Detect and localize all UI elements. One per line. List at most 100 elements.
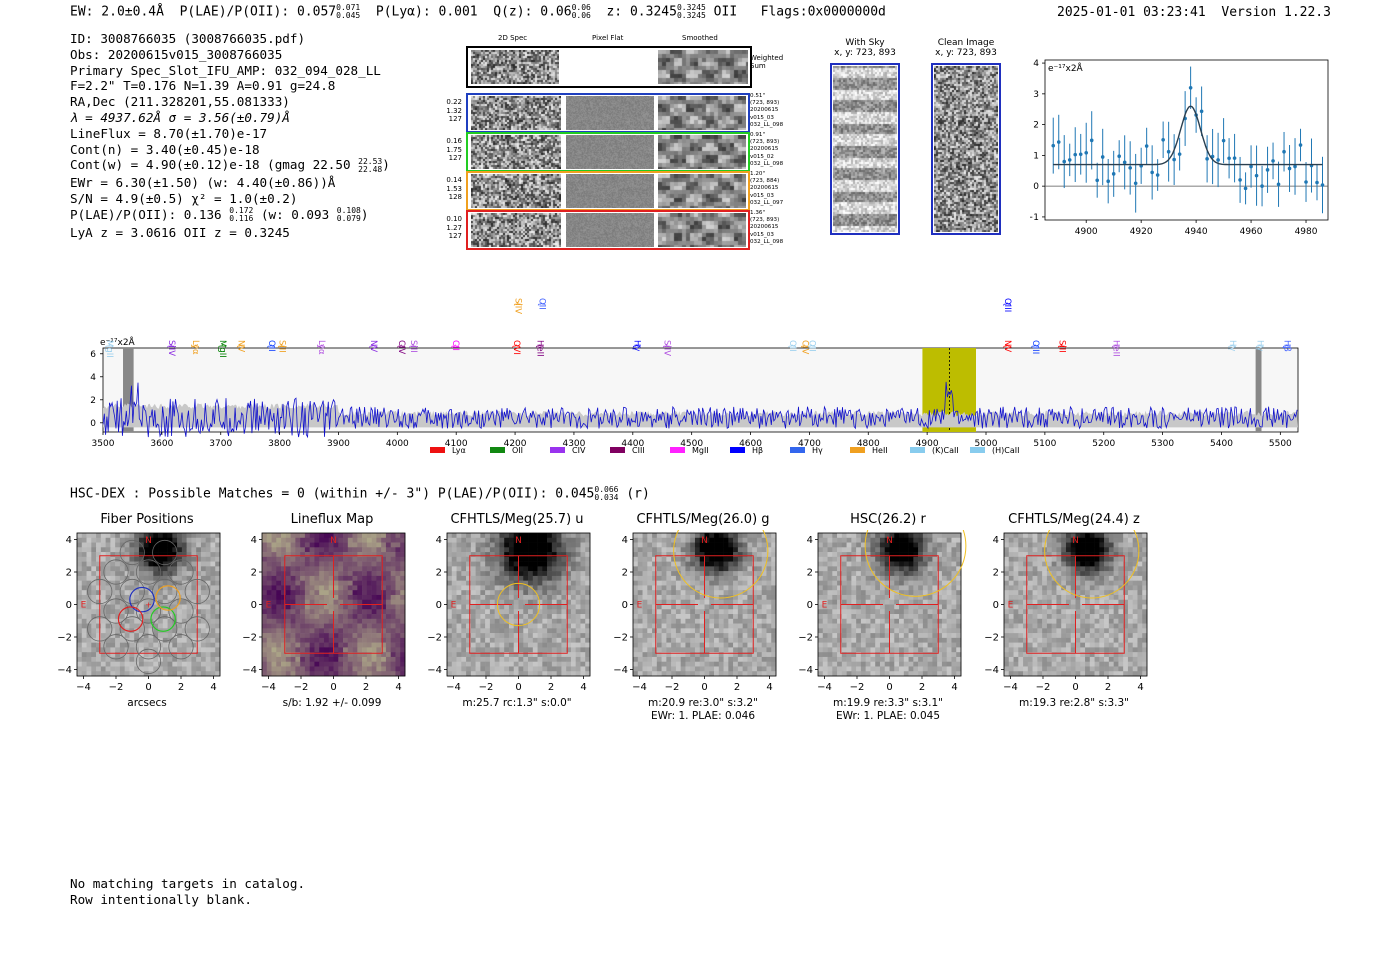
image-pixel [77, 618, 83, 624]
image-pixel [489, 580, 495, 586]
map-pixel [400, 594, 406, 601]
image-pixel [115, 533, 121, 539]
image-pixel [542, 547, 548, 553]
image-pixel [110, 633, 116, 639]
image-pixel [513, 585, 519, 591]
map-pixel [357, 594, 363, 601]
image-pixel [451, 628, 457, 634]
image-pixel [718, 609, 724, 615]
image-pixel [879, 566, 886, 572]
image-pixel [138, 666, 145, 672]
image-pixel [756, 537, 762, 543]
image-pixel [818, 666, 824, 672]
image-pixel [941, 628, 947, 634]
image-pixel [215, 614, 221, 620]
image-pixel [466, 652, 472, 658]
image-pixel [884, 609, 890, 615]
map-pixel [271, 623, 277, 629]
image-pixel [837, 656, 843, 662]
map-pixel [385, 642, 391, 648]
image-pixel [832, 552, 838, 558]
map-pixel [357, 575, 363, 581]
image-pixel [927, 594, 933, 601]
image-pixel [927, 652, 933, 658]
image-pixel [494, 637, 500, 643]
image-pixel [461, 652, 467, 658]
map-pixel [385, 561, 391, 567]
map-pixel [309, 556, 315, 562]
image-pixel [585, 575, 591, 581]
image-pixel [556, 552, 562, 558]
image-pixel [728, 604, 734, 610]
map-pixel [371, 652, 377, 658]
map-pixel [381, 556, 387, 562]
image-pixel [694, 652, 701, 658]
image-pixel [489, 552, 495, 558]
image-pixel [585, 609, 591, 615]
image-pixel [115, 552, 121, 558]
image-pixel [96, 599, 102, 605]
image-pixel [680, 594, 686, 601]
image-pixel [633, 609, 639, 615]
image-pixel [532, 547, 538, 553]
image-pixel [680, 566, 686, 572]
map-pixel [338, 571, 344, 577]
z-value: 0.3245 [629, 4, 677, 20]
image-pixel [884, 556, 890, 562]
map-pixel [400, 575, 406, 581]
image-pixel [200, 585, 206, 591]
panel-title: Fiber Positions [100, 512, 194, 527]
image-pixel [210, 666, 216, 672]
image-pixel [475, 618, 481, 624]
image-pixel [110, 599, 116, 605]
image-pixel [846, 571, 852, 577]
image-pixel [215, 571, 221, 577]
image-pixel [518, 552, 524, 558]
image-pixel [675, 671, 681, 677]
image-pixel [932, 552, 938, 558]
image-pixel [737, 585, 743, 591]
map-pixel [323, 580, 330, 586]
image-pixel [927, 623, 933, 629]
image-pixel [575, 537, 581, 543]
image-pixel [637, 575, 643, 581]
image-pixel [537, 618, 543, 624]
image-pixel [647, 661, 653, 667]
map-pixel [343, 661, 349, 667]
map-pixel [376, 656, 382, 662]
map-pixel [323, 661, 330, 667]
image-pixel [879, 628, 886, 634]
image-pixel [167, 537, 173, 543]
image-pixel [162, 571, 168, 577]
image-pixel [714, 604, 720, 610]
image-pixel [115, 637, 121, 643]
image-pixel [499, 661, 505, 667]
image-pixel [870, 661, 876, 667]
image-pixel [704, 671, 710, 677]
map-pixel [381, 666, 387, 672]
image-pixel [827, 585, 833, 591]
image-pixel [138, 652, 145, 658]
image-pixel [704, 552, 710, 558]
image-pixel [100, 647, 106, 653]
image-pixel [456, 561, 462, 567]
image-pixel [714, 542, 720, 548]
image-pixel [666, 590, 672, 596]
image-pixel [124, 575, 130, 581]
image-pixel [941, 661, 947, 667]
image-pixel [186, 628, 192, 634]
image-pixel [752, 590, 758, 596]
image-pixel [158, 594, 164, 601]
image-pixel [523, 537, 529, 543]
image-pixel [951, 580, 957, 586]
image-pixel [766, 537, 772, 543]
fit-xtick-label: 4980 [1295, 227, 1318, 235]
image-pixel [556, 575, 562, 581]
image-pixel [827, 628, 833, 634]
image-pixel [566, 642, 572, 648]
image-pixel [196, 552, 202, 558]
image-pixel [666, 575, 672, 581]
image-pixel [81, 652, 87, 658]
source-ellipse [673, 530, 769, 599]
map-pixel [304, 594, 310, 601]
